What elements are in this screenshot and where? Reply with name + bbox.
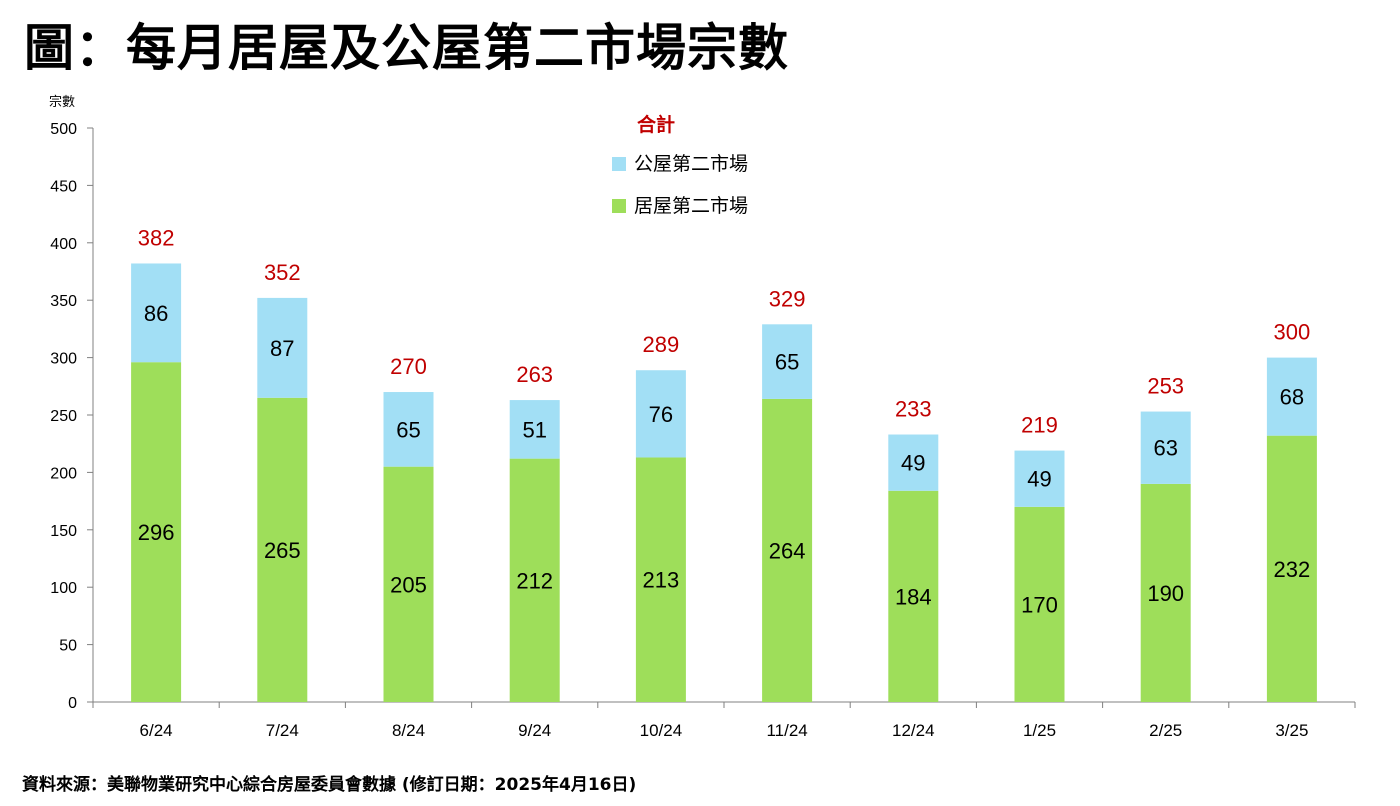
legend-label: 公屋第二市場 <box>634 153 748 175</box>
bar-segment-public-housing <box>383 392 434 467</box>
y-axis-label: 宗數 <box>49 94 75 110</box>
x-tick-label: 10/24 <box>640 721 683 740</box>
y-tick-label: 450 <box>50 178 77 195</box>
x-tick-label: 8/24 <box>392 721 425 740</box>
bar-segment-public-housing <box>1014 450 1065 507</box>
bar-segment-hos <box>1014 506 1065 702</box>
data-label-hos: 190 <box>1147 581 1184 606</box>
legend-swatch <box>612 199 626 213</box>
data-label-total: 219 <box>1021 413 1058 438</box>
y-tick-label: 300 <box>50 351 77 368</box>
data-label-public-housing: 76 <box>649 402 673 427</box>
y-tick-label: 400 <box>50 236 77 253</box>
y-tick-label: 200 <box>50 465 77 482</box>
legend-label: 居屋第二市場 <box>634 195 748 217</box>
data-label-total: 382 <box>138 225 175 250</box>
legend-title: 合計 <box>637 113 675 136</box>
bar-segment-public-housing <box>762 324 813 399</box>
bar-segment-hos <box>257 397 308 702</box>
bar-segment-hos <box>1266 435 1317 702</box>
data-label-total: 270 <box>390 354 427 379</box>
y-tick-label: 500 <box>50 121 77 138</box>
y-tick-label: 0 <box>68 695 77 712</box>
data-label-hos: 296 <box>138 520 175 545</box>
data-label-hos: 212 <box>516 568 553 593</box>
data-label-total: 289 <box>643 332 680 357</box>
data-label-hos: 184 <box>895 584 932 609</box>
bar-segment-public-housing <box>257 297 308 398</box>
data-label-public-housing: 65 <box>396 417 420 442</box>
data-label-public-housing: 63 <box>1153 436 1177 461</box>
data-label-total: 329 <box>769 286 806 311</box>
data-label-public-housing: 65 <box>775 350 799 375</box>
source-note: 資料來源：美聯物業研究中心綜合房屋委員會數據 (修訂日期：2025年4月16日) <box>22 775 637 795</box>
bar-segment-hos <box>1140 483 1191 702</box>
bar-segment-public-housing <box>1140 411 1191 484</box>
x-tick-label: 12/24 <box>892 721 935 740</box>
data-label-public-housing: 51 <box>522 417 546 442</box>
bar-segment-hos <box>888 490 939 702</box>
data-label-total: 300 <box>1274 320 1311 345</box>
y-tick-label: 250 <box>50 408 77 425</box>
data-label-hos: 213 <box>643 568 680 593</box>
data-label-hos: 264 <box>769 538 806 563</box>
bar-segment-public-housing <box>131 263 182 363</box>
bar-segment-hos <box>509 458 560 702</box>
page-title: 圖：每月居屋及公屋第二市場宗數 <box>24 19 789 77</box>
x-tick-label: 3/25 <box>1275 721 1308 740</box>
legend-swatch <box>612 157 626 171</box>
bar-segment-hos <box>635 457 686 702</box>
data-label-total: 233 <box>895 397 932 422</box>
data-label-hos: 265 <box>264 538 301 563</box>
data-label-public-housing: 86 <box>144 301 168 326</box>
bar-segment-public-housing <box>1266 357 1317 436</box>
bar-segment-hos <box>383 466 434 702</box>
x-tick-label: 9/24 <box>518 721 551 740</box>
x-tick-label: 2/25 <box>1149 721 1182 740</box>
x-tick-label: 6/24 <box>140 721 173 740</box>
data-label-hos: 205 <box>390 572 427 597</box>
data-label-hos: 232 <box>1274 557 1311 582</box>
x-tick-label: 11/24 <box>766 721 807 740</box>
y-tick-label: 50 <box>59 638 77 655</box>
data-label-total: 352 <box>264 260 301 285</box>
y-tick-label: 100 <box>50 580 77 597</box>
bar-segment-public-housing <box>509 400 560 459</box>
y-tick-label: 150 <box>50 523 77 540</box>
data-label-public-housing: 68 <box>1280 385 1304 410</box>
data-label-total: 253 <box>1147 374 1184 399</box>
bar-segment-hos <box>762 398 813 702</box>
data-label-public-housing: 49 <box>901 451 925 476</box>
data-label-public-housing: 87 <box>270 336 294 361</box>
data-label-public-housing: 49 <box>1027 467 1051 492</box>
data-label-total: 263 <box>516 362 553 387</box>
data-label-hos: 170 <box>1021 592 1058 617</box>
x-tick-label: 1/25 <box>1023 721 1056 740</box>
y-tick-label: 350 <box>50 293 77 310</box>
bar-segment-public-housing <box>635 370 686 458</box>
bar-segment-public-housing <box>888 434 939 491</box>
x-tick-label: 7/24 <box>266 721 299 740</box>
bar-segment-hos <box>131 362 182 702</box>
